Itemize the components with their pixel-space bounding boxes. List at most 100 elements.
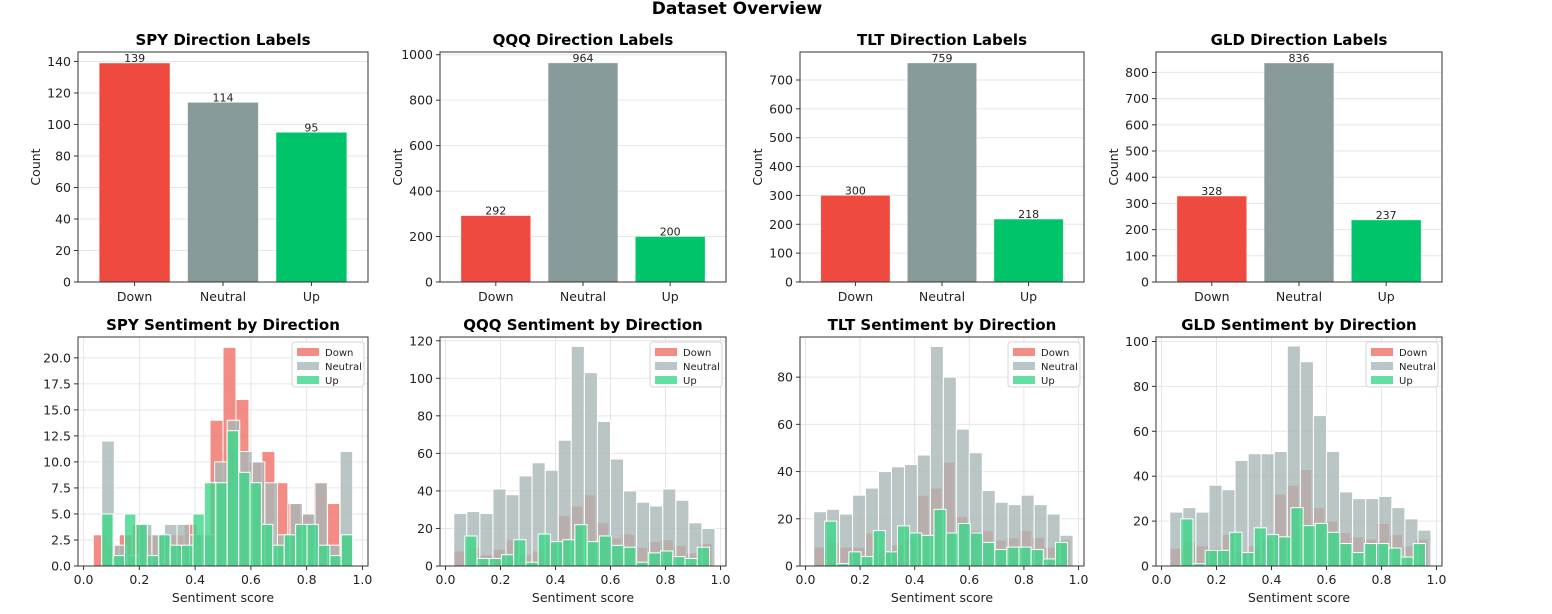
hist-bar-up [513,539,527,567]
ytick-label: 12.5 [43,428,71,443]
data-label: 964 [573,52,594,65]
ytick-label: 200 [1125,222,1149,237]
xtick-label: Neutral [919,289,965,304]
ytick-label: 40 [417,483,433,498]
hist-bar-up [933,508,947,567]
xtick-label: 0.2 [129,572,149,587]
tlt-hist-title: TLT Sentiment by Direction [828,316,1057,334]
ytick-label: 600 [409,138,433,153]
hist-bar-up [260,523,274,567]
data-label: 759 [932,52,953,65]
hist-bar-up [525,561,539,567]
axes-frame [77,51,369,283]
tlt-bar-axes: TLT Direction Labels 0 100 200 300 400 500 600 7… [750,31,1085,304]
ytick-label: 2.5 [51,532,71,547]
gld-hist-axes: GLD Sentiment by Direction 0 20 40 60 80 100 0.… [1125,316,1446,605]
ytick-label: 40 [55,211,71,226]
ytick-label: 140 [47,54,71,69]
hist-bar-up [1253,527,1267,567]
hist-bar-up [884,551,898,567]
legend: Down Neutral Up [1007,341,1081,388]
data-label: 237 [1376,209,1397,222]
hist-bar-up [283,534,297,567]
hist-bar-up [500,554,515,567]
xtick-label: Up [1020,289,1037,304]
ytick-label: 80 [55,148,71,163]
data-label: 114 [213,91,234,104]
xtick-label: Neutral [560,289,606,304]
bar-down [460,215,531,283]
hist-bar-up [969,532,984,567]
legend-swatch-down [1371,348,1393,356]
bar-up [275,132,348,283]
ytick-label: 700 [769,72,793,87]
ytick-label: 100 [769,246,793,261]
hist-bar-up [1339,543,1353,567]
ytick-label: 80 [417,408,433,423]
data-label: 139 [124,52,145,65]
hist-bar-up [272,544,285,567]
bar-down [98,62,171,283]
hist-bar-up [1376,543,1390,567]
xtick-label: 0.6 [1317,572,1337,587]
xtick-label: Up [303,289,320,304]
tlt-hist-axes: TLT Sentiment by Direction 0 20 40 60 80 0.0 0.… [777,316,1088,605]
hist-bar-up [1302,525,1316,567]
ytick-label: 17.5 [43,376,71,391]
data-label: 300 [845,184,866,197]
ytick-label: 200 [769,217,793,232]
ytick-label: 0 [1141,275,1149,290]
ytick-label: 0.0 [51,559,71,574]
hist-bar-up [1363,543,1378,567]
ytick-label: 60 [55,180,71,195]
xtick-label: 0.6 [959,572,979,587]
axes-frame [439,51,727,283]
ytick-label: 600 [1125,117,1149,132]
xtick-label: 0.2 [1207,572,1227,587]
xtick-label: Neutral [1276,289,1322,304]
hist-bar-up [562,539,576,567]
legend-swatch-neutral [1013,362,1035,370]
data-label: 292 [485,205,506,218]
legend-swatch-neutral [1371,362,1393,370]
xtick-label: Up [662,289,679,304]
axes-frame [1155,51,1443,283]
hist-bar-up [112,555,126,567]
hist-bar-up [295,523,308,567]
xtick-label: 0.6 [601,572,621,587]
gld-bar-title: GLD Direction Labels [1211,31,1388,49]
axes-frame [799,336,1085,567]
data-label: 328 [1201,185,1222,198]
legend-label: Up [1399,376,1413,387]
ytick-label: 800 [409,93,433,108]
ytick-label: 120 [409,333,433,348]
ytick-label: 500 [1125,144,1149,159]
qqq-bar-ylabel: Count [390,148,405,185]
legend-label: Up [683,376,697,387]
ytick-label: 80 [1133,379,1149,394]
hist-bar-up [921,534,935,567]
legend-label: Up [325,376,339,387]
ytick-label: 40 [1133,469,1149,484]
xtick-label: 0.0 [796,572,816,587]
hist-bar-up [1229,531,1243,567]
legend-label: Down [1041,348,1069,359]
xtick-label: 0.6 [241,572,261,587]
xtick-label: 0.2 [850,572,870,587]
xtick-label: 0.0 [436,572,456,587]
ytick-label: 15.0 [43,402,71,417]
legend-swatch-down [297,348,319,356]
spy-bar-axes: SPY Direction Labels 0 20 40 60 80 100 120 140 13… [28,31,369,304]
hist-bar-up [1327,531,1341,567]
legend-label: Neutral [1041,362,1078,373]
legend: Down Neutral Up [291,341,365,388]
spy-bar-title: SPY Direction Labels [135,31,310,49]
hist-bar-up [537,533,551,567]
hist-bar-up [684,557,698,567]
xtick-label: 0.8 [297,572,317,587]
legend-label: Up [1041,376,1055,387]
xtick-label: 0.4 [185,572,205,587]
hist-bar-up [574,524,588,567]
hist-bar-up [192,513,205,567]
qqq-hist-axes: QQQ Sentiment by Direction 0 20 40 60 80 100 12… [409,316,730,605]
